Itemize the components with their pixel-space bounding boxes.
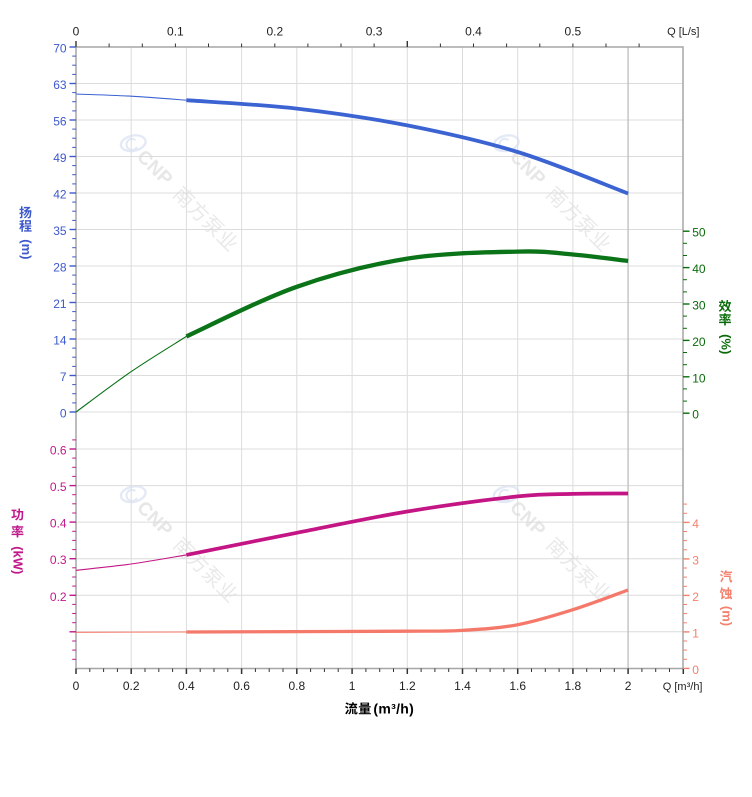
svg-text:1.8: 1.8: [565, 679, 582, 693]
svg-text:63: 63: [53, 78, 67, 92]
svg-text:50: 50: [692, 226, 706, 240]
svg-text:10: 10: [692, 371, 706, 385]
svg-text:0.2: 0.2: [266, 25, 283, 39]
svg-text:40: 40: [692, 262, 706, 276]
svg-text:0.6: 0.6: [233, 679, 250, 693]
svg-text:0.4: 0.4: [50, 517, 67, 531]
svg-text:0.4: 0.4: [178, 679, 195, 693]
svg-text:1.6: 1.6: [509, 679, 526, 693]
svg-text:0.4: 0.4: [465, 25, 482, 39]
svg-text:1.4: 1.4: [454, 679, 471, 693]
svg-text:1.2: 1.2: [399, 679, 416, 693]
svg-text:0.6: 0.6: [50, 444, 67, 458]
svg-text:1: 1: [692, 626, 699, 640]
svg-text:2: 2: [625, 679, 632, 693]
svg-text:28: 28: [53, 261, 67, 275]
svg-text:20: 20: [692, 335, 706, 349]
svg-text:4: 4: [692, 517, 699, 531]
svg-text:35: 35: [53, 224, 67, 238]
svg-text:0.8: 0.8: [288, 679, 305, 693]
svg-text:(m): (m): [19, 239, 34, 259]
svg-text:Q [L/s]: Q [L/s]: [667, 26, 699, 38]
svg-text:0: 0: [692, 663, 699, 677]
svg-text:0.5: 0.5: [565, 25, 582, 39]
svg-text:21: 21: [53, 297, 67, 311]
svg-text:0: 0: [73, 679, 80, 693]
svg-text:3: 3: [692, 553, 699, 567]
svg-text:0: 0: [73, 25, 80, 39]
svg-text:7: 7: [60, 370, 67, 384]
svg-text:1: 1: [349, 679, 356, 693]
svg-text:0.3: 0.3: [50, 553, 67, 567]
svg-text:(kW): (kW): [11, 546, 26, 574]
svg-text:0: 0: [60, 407, 67, 421]
svg-text:0.1: 0.1: [167, 25, 184, 39]
svg-text:30: 30: [692, 299, 706, 313]
svg-text:0.5: 0.5: [50, 480, 67, 494]
svg-text:42: 42: [53, 188, 67, 202]
svg-text:(m³/h): (m³/h): [373, 700, 414, 716]
svg-text:0: 0: [692, 408, 699, 422]
svg-text:49: 49: [53, 151, 67, 165]
svg-text:2: 2: [692, 590, 699, 604]
svg-text:0.2: 0.2: [50, 590, 67, 604]
svg-text:14: 14: [53, 334, 67, 348]
svg-text:70: 70: [53, 42, 67, 56]
svg-text:0.2: 0.2: [123, 679, 140, 693]
svg-text:56: 56: [53, 115, 67, 129]
svg-text:(m): (m): [719, 606, 734, 626]
svg-text:Q [m³/h]: Q [m³/h]: [663, 681, 703, 693]
svg-text:(%): (%): [719, 334, 734, 354]
svg-text:0.3: 0.3: [366, 25, 383, 39]
